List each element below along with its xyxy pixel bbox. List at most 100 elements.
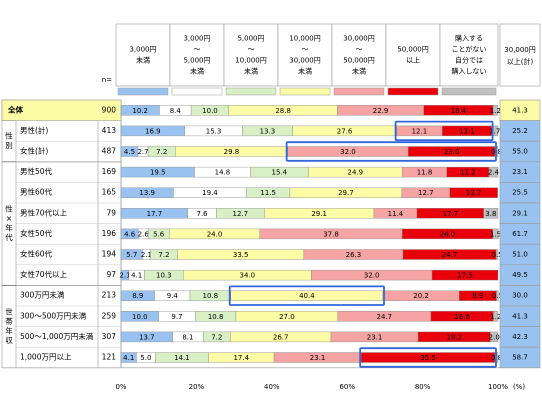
legend-column-header <box>277 23 333 87</box>
bar-value-label: 2.1 <box>119 272 130 280</box>
legend-header-text: 未満 <box>190 67 204 76</box>
group-label-char: 収 <box>5 336 13 345</box>
bar-value-label: 34.0 <box>239 272 255 280</box>
group-label-char: 年 <box>5 222 13 232</box>
bar-value-label: 13.9 <box>139 189 155 197</box>
bar-value-label: 24.9 <box>348 169 364 177</box>
legend-swatch <box>387 87 439 96</box>
row-label: 男性70代以上 <box>20 207 68 217</box>
legend-header-text: 自分では <box>455 56 483 65</box>
bar-value-label: 2.1 <box>141 251 152 259</box>
group-label-char: 性 <box>5 130 13 140</box>
bar-segment <box>488 166 499 178</box>
bar-value-label: 24.0 <box>207 230 223 238</box>
bar-value-label: 12.1 <box>412 127 428 135</box>
row-n-value: 194 <box>102 250 117 259</box>
bar-value-label: 16.6 <box>454 313 470 321</box>
bar-value-label: 12.7 <box>418 189 434 197</box>
total-value: 61.7 <box>512 230 528 238</box>
legend-header-text: 30,000円 <box>289 57 321 65</box>
group-label-char: 年 <box>5 325 13 335</box>
bar-value-label: 24.7 <box>442 251 458 259</box>
legend-swatch <box>225 87 277 96</box>
bar-segment <box>492 228 499 240</box>
legend-swatch <box>171 87 223 96</box>
bar-value-label: 11.5 <box>260 189 276 197</box>
row-n-value: 169 <box>102 167 117 176</box>
bar-value-label: 32.0 <box>364 272 380 280</box>
row-n-value: 196 <box>102 229 117 238</box>
row-n-value: 307 <box>102 332 117 341</box>
total-value: 25.5 <box>512 189 528 197</box>
bar-value-label: 5.0 <box>140 354 151 362</box>
bar-value-label: 27.0 <box>279 313 295 321</box>
legend-header-text: 10,000円 <box>289 35 321 43</box>
bar-value-label: 23.1 <box>367 333 383 341</box>
bar-segment <box>483 208 499 219</box>
row-label: 500～1,000万円未満 <box>20 331 94 341</box>
total-value: 41.3 <box>512 312 528 320</box>
row-label: 男性60代 <box>20 187 53 197</box>
group-label-char: × <box>6 214 12 223</box>
row-label: 男性50代 <box>20 166 53 176</box>
bar-value-label: 15.4 <box>272 169 288 177</box>
x-tick-label: 0% <box>115 383 126 391</box>
bar-value-label: 4.1 <box>131 272 142 280</box>
legend-swatch <box>333 87 385 96</box>
legend-header-text: 購入する <box>455 34 483 43</box>
row-n-value: 413 <box>102 126 117 135</box>
bar-value-label: 2.6 <box>138 230 150 238</box>
bar-value-label: 26.3 <box>346 251 362 259</box>
bar-value-label: 4.1 <box>123 354 134 362</box>
group-label-char: 世 <box>5 306 13 316</box>
bar-value-label: 5.7 <box>126 251 137 259</box>
bar-value-label: 12.7 <box>233 210 249 218</box>
legend-header-text: ～ <box>248 46 255 54</box>
group-label-char: 性 <box>5 203 13 213</box>
bar-value-label: 10.8 <box>208 313 224 321</box>
bar-value-label: 1.5 <box>490 230 501 238</box>
legend-header-text: 3,000円 <box>129 46 156 54</box>
bar-value-label: 10.2 <box>132 107 148 115</box>
row-label-frame <box>1 99 122 369</box>
bar-segment <box>492 105 498 116</box>
legend-header-text: 未満 <box>352 67 366 76</box>
bar-value-label: 19.5 <box>150 169 166 177</box>
bar-value-label: 4.5 <box>124 148 135 156</box>
bar-value-label: 17.7 <box>443 210 459 218</box>
bar-value-label: 1.2 <box>490 313 501 321</box>
bar-value-label: 9.9 <box>472 292 483 300</box>
bar-value-label: 2.0 <box>489 333 500 341</box>
row-n-value: 121 <box>102 353 117 362</box>
bar-value-label: 14.8 <box>215 169 231 177</box>
total-value: 55.0 <box>512 148 528 156</box>
legend-header-text: ～ <box>194 46 201 54</box>
row-label: 300～500万円未満 <box>20 310 87 320</box>
legend-swatch <box>441 87 497 96</box>
legend-header-text: 5,000円 <box>183 57 210 65</box>
total-value: 51.0 <box>512 251 528 259</box>
legend-column-header <box>115 23 171 87</box>
legend-column-header <box>223 23 279 87</box>
bar-value-label: 0.5 <box>491 251 502 259</box>
row-label: 女性60代 <box>20 249 53 259</box>
row-label: 女性70代以上 <box>20 269 68 279</box>
bar-value-label: 27.6 <box>337 127 353 135</box>
total-value: 23.1 <box>512 168 528 176</box>
row-n-value: 900 <box>102 105 117 114</box>
legend-header-text: ことがない <box>452 45 487 54</box>
bar-value-label: 15.3 <box>206 127 222 135</box>
bar-value-label: 35.5 <box>420 354 436 362</box>
bar-value-label: 9.4 <box>167 292 179 300</box>
bar-value-label: 8.9 <box>132 292 143 300</box>
total-value: 42.3 <box>512 333 528 341</box>
bar-value-label: 10.8 <box>203 292 219 300</box>
bar-value-label: 10.0 <box>202 107 218 115</box>
bar-segment <box>491 125 499 137</box>
legend-swatch <box>117 87 169 96</box>
total-value: 30.0 <box>512 292 528 300</box>
x-tick-label: 40% <box>264 383 280 391</box>
legend-header-text: 3,000円 <box>183 35 210 43</box>
row-n-value: 259 <box>102 311 117 320</box>
legend-header-text: 以上 <box>406 56 420 65</box>
